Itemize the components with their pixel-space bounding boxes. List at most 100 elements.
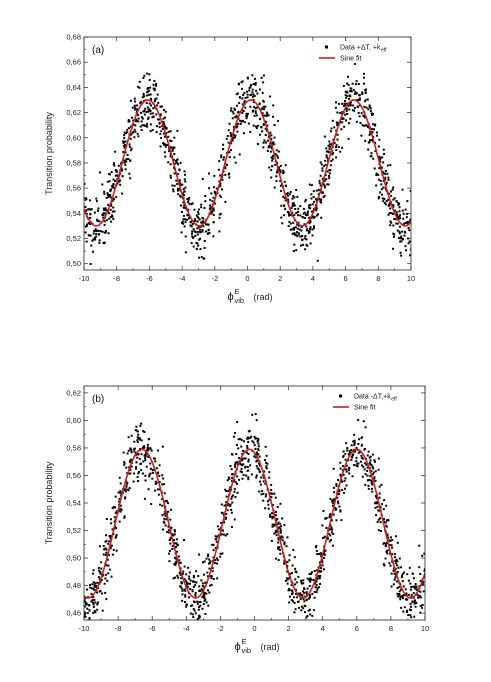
- data-point: [329, 513, 332, 516]
- data-point: [154, 489, 157, 492]
- data-point: [320, 555, 323, 558]
- data-point: [325, 147, 328, 150]
- data-point: [334, 507, 337, 510]
- data-point: [151, 116, 154, 119]
- data-point: [188, 217, 191, 220]
- data-point: [366, 454, 369, 457]
- data-point: [401, 238, 404, 241]
- data-point: [150, 503, 153, 506]
- data-point: [389, 224, 392, 227]
- data-point: [187, 582, 190, 585]
- data-point: [357, 82, 360, 85]
- data-point: [327, 151, 330, 154]
- data-point: [323, 556, 326, 559]
- data-point: [103, 231, 106, 234]
- data-point: [272, 154, 275, 157]
- data-point: [253, 94, 256, 97]
- data-point: [122, 151, 125, 154]
- data-point: [288, 220, 291, 223]
- data-point: [381, 171, 384, 174]
- data-point: [251, 109, 254, 112]
- data-point: [323, 165, 326, 168]
- data-point: [198, 600, 201, 603]
- data-point: [281, 222, 284, 225]
- data-point: [392, 203, 395, 206]
- data-point: [290, 599, 293, 602]
- data-point: [167, 510, 170, 513]
- data-point: [386, 533, 389, 536]
- data-point: [155, 481, 158, 484]
- data-point: [180, 577, 183, 580]
- data-point: [248, 87, 251, 90]
- data-point: [143, 445, 146, 448]
- data-point: [253, 455, 256, 458]
- data-point: [397, 237, 400, 240]
- data-point: [392, 224, 395, 227]
- data-point: [161, 445, 164, 448]
- data-point: [335, 121, 338, 124]
- data-point: [407, 579, 410, 582]
- data-point: [296, 227, 299, 230]
- data-point: [217, 168, 220, 171]
- data-point: [266, 113, 269, 116]
- data-point: [104, 229, 107, 232]
- data-point: [369, 463, 372, 466]
- data-point: [234, 462, 237, 465]
- data-point: [398, 593, 401, 596]
- data-point: [134, 124, 137, 127]
- data-point: [409, 189, 411, 192]
- data-point: [353, 441, 356, 444]
- data-point: [110, 188, 113, 191]
- data-point: [296, 195, 299, 198]
- data-point: [279, 171, 282, 174]
- data-point: [280, 525, 283, 528]
- data-point: [278, 548, 281, 551]
- data-point: [419, 611, 422, 614]
- data-point: [342, 491, 345, 494]
- data-point: [154, 460, 157, 463]
- data-point: [355, 456, 358, 459]
- data-point: [178, 169, 181, 172]
- data-point: [235, 93, 238, 96]
- sine-fit-line: [84, 448, 425, 599]
- data-point: [148, 447, 151, 450]
- data-point: [160, 105, 163, 108]
- data-point: [328, 174, 330, 177]
- data-point: [97, 233, 100, 236]
- data-point: [354, 83, 357, 86]
- data-point: [161, 127, 164, 130]
- data-point: [194, 612, 197, 615]
- data-point: [128, 487, 131, 490]
- data-point: [402, 610, 405, 613]
- data-point: [164, 510, 167, 513]
- data-point: [279, 502, 282, 505]
- data-point: [225, 164, 228, 167]
- data-point: [315, 207, 318, 210]
- data-point: [99, 572, 102, 575]
- data-point: [110, 522, 113, 525]
- data-point: [148, 78, 151, 81]
- data-point: [354, 92, 357, 95]
- data-point: [174, 542, 177, 545]
- data-point: [341, 489, 344, 492]
- data-point: [142, 460, 145, 463]
- data-point: [225, 503, 228, 506]
- data-point: [240, 471, 243, 474]
- data-point: [389, 207, 392, 210]
- data-point: [151, 469, 154, 472]
- data-point: [340, 128, 343, 131]
- data-point: [336, 111, 339, 114]
- data-point: [156, 449, 159, 452]
- data-point: [234, 161, 237, 164]
- data-point: [167, 531, 170, 534]
- data-point: [240, 439, 243, 442]
- data-point: [254, 112, 257, 115]
- data-point: [332, 467, 335, 470]
- data-point: [145, 111, 148, 114]
- data-point: [87, 208, 90, 211]
- data-point: [340, 519, 343, 522]
- data-point: [124, 496, 127, 499]
- data-point: [180, 221, 183, 224]
- data-point: [270, 169, 273, 172]
- data-point: [123, 462, 126, 465]
